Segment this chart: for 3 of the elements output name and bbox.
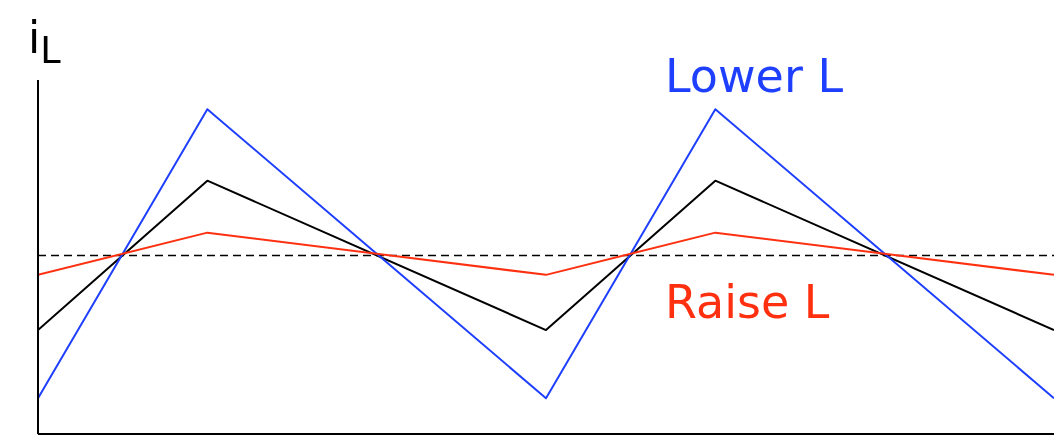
y-axis-title: i$_{L}$ xyxy=(28,11,61,74)
series-label: Lower L xyxy=(665,49,844,104)
series-label: Raise L xyxy=(665,274,830,329)
